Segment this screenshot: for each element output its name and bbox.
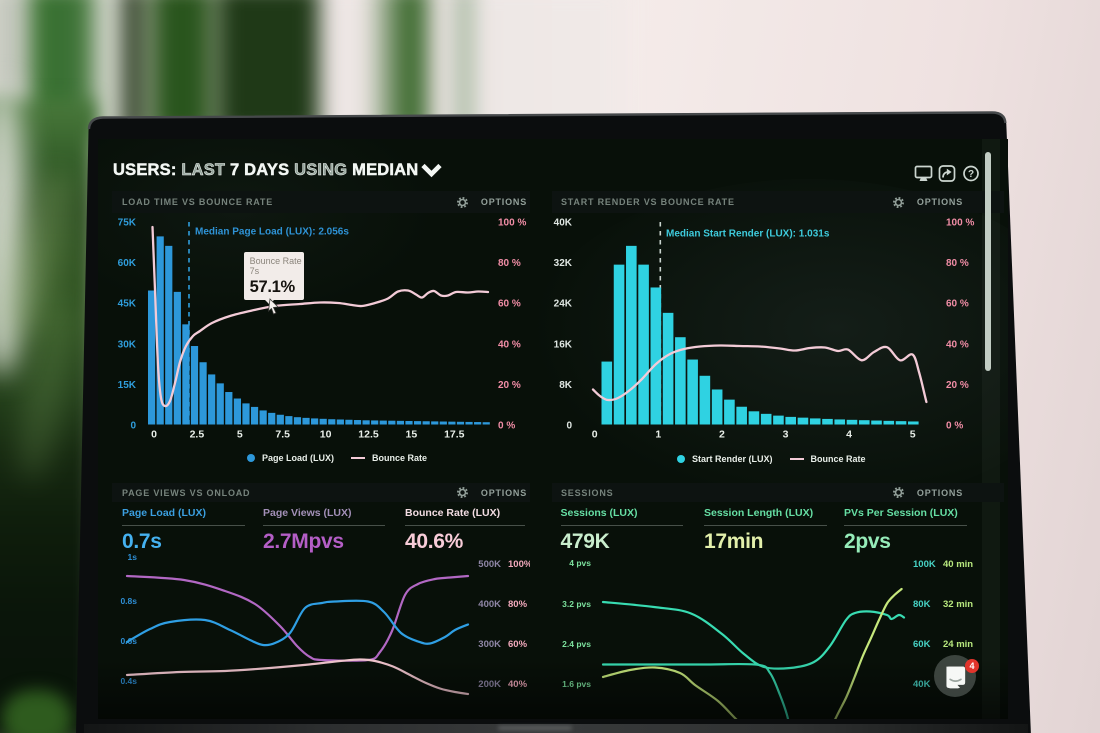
svg-text:0 %: 0 % [498,421,515,432]
svg-text:3.2 pvs: 3.2 pvs [562,599,591,609]
svg-text:60 %: 60 % [946,299,969,310]
svg-text:100 %: 100 % [946,218,974,229]
svg-text:2: 2 [719,429,725,441]
svg-text:1: 1 [655,429,661,441]
svg-text:0.8s: 0.8s [120,596,137,606]
svg-text:0: 0 [151,429,157,441]
svg-text:17.5: 17.5 [444,429,465,441]
svg-text:15: 15 [406,429,418,441]
svg-text:0: 0 [130,421,136,432]
svg-text:0 %: 0 % [946,421,963,432]
svg-text:8K: 8K [559,380,573,391]
svg-text:2.4 pvs: 2.4 pvs [562,639,591,649]
svg-text:24 min: 24 min [943,639,973,650]
svg-text:Median Page Load (LUX): 2.056s: Median Page Load (LUX): 2.056s [195,227,349,238]
svg-text:30K: 30K [118,339,137,350]
svg-text:4 pvs: 4 pvs [569,558,591,568]
svg-text:40 %: 40 % [946,339,969,350]
svg-text:7.5: 7.5 [275,429,290,441]
svg-text:80 %: 80 % [946,258,969,269]
svg-text:?: ? [968,169,974,180]
svg-text:0: 0 [592,429,598,441]
svg-text:20 %: 20 % [498,380,521,391]
svg-text:32K: 32K [554,258,573,269]
svg-text:32 min: 32 min [943,599,973,610]
svg-text:10: 10 [320,429,332,441]
svg-text:80K: 80K [913,599,931,610]
svg-text:15K: 15K [118,380,137,391]
svg-text:400K: 400K [478,599,501,610]
svg-text:24K: 24K [554,299,573,310]
svg-text:0: 0 [566,421,572,432]
svg-text:2.5: 2.5 [190,429,205,441]
svg-text:300K: 300K [478,639,501,650]
svg-text:60 %: 60 % [498,299,521,310]
svg-text:12.5: 12.5 [358,429,379,441]
svg-text:5: 5 [237,429,243,441]
svg-text:20 %: 20 % [946,380,969,391]
svg-text:45K: 45K [118,299,137,310]
svg-text:60%: 60% [508,639,528,650]
svg-text:80 %: 80 % [498,258,521,269]
svg-text:40 %: 40 % [498,339,521,350]
svg-text:1s: 1s [128,552,138,562]
svg-text:60K: 60K [913,639,931,650]
svg-text:Median Start Render (LUX): 1.0: Median Start Render (LUX): 1.031s [666,229,830,240]
svg-text:16K: 16K [554,339,573,350]
svg-text:4: 4 [846,429,852,441]
svg-text:100 %: 100 % [498,218,526,229]
svg-text:40K: 40K [554,218,573,229]
svg-text:5: 5 [910,429,916,441]
svg-text:500K: 500K [478,559,501,570]
svg-text:75K: 75K [118,218,137,229]
svg-text:40 min: 40 min [943,559,973,570]
svg-text:3: 3 [783,429,789,441]
svg-text:80%: 80% [508,599,528,610]
svg-text:100%: 100% [508,559,530,570]
svg-text:100K: 100K [913,559,936,570]
svg-text:60K: 60K [118,258,137,269]
